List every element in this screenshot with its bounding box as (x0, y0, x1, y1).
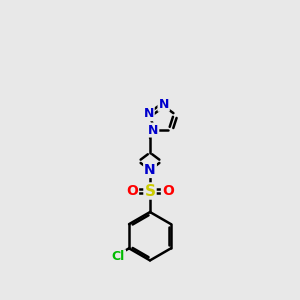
Text: S: S (145, 184, 155, 199)
Text: N: N (144, 163, 156, 177)
Text: O: O (162, 184, 174, 198)
Text: Cl: Cl (112, 250, 125, 263)
Text: N: N (158, 98, 169, 111)
Text: N: N (148, 124, 158, 136)
Text: O: O (126, 184, 138, 198)
Text: N: N (143, 107, 154, 120)
